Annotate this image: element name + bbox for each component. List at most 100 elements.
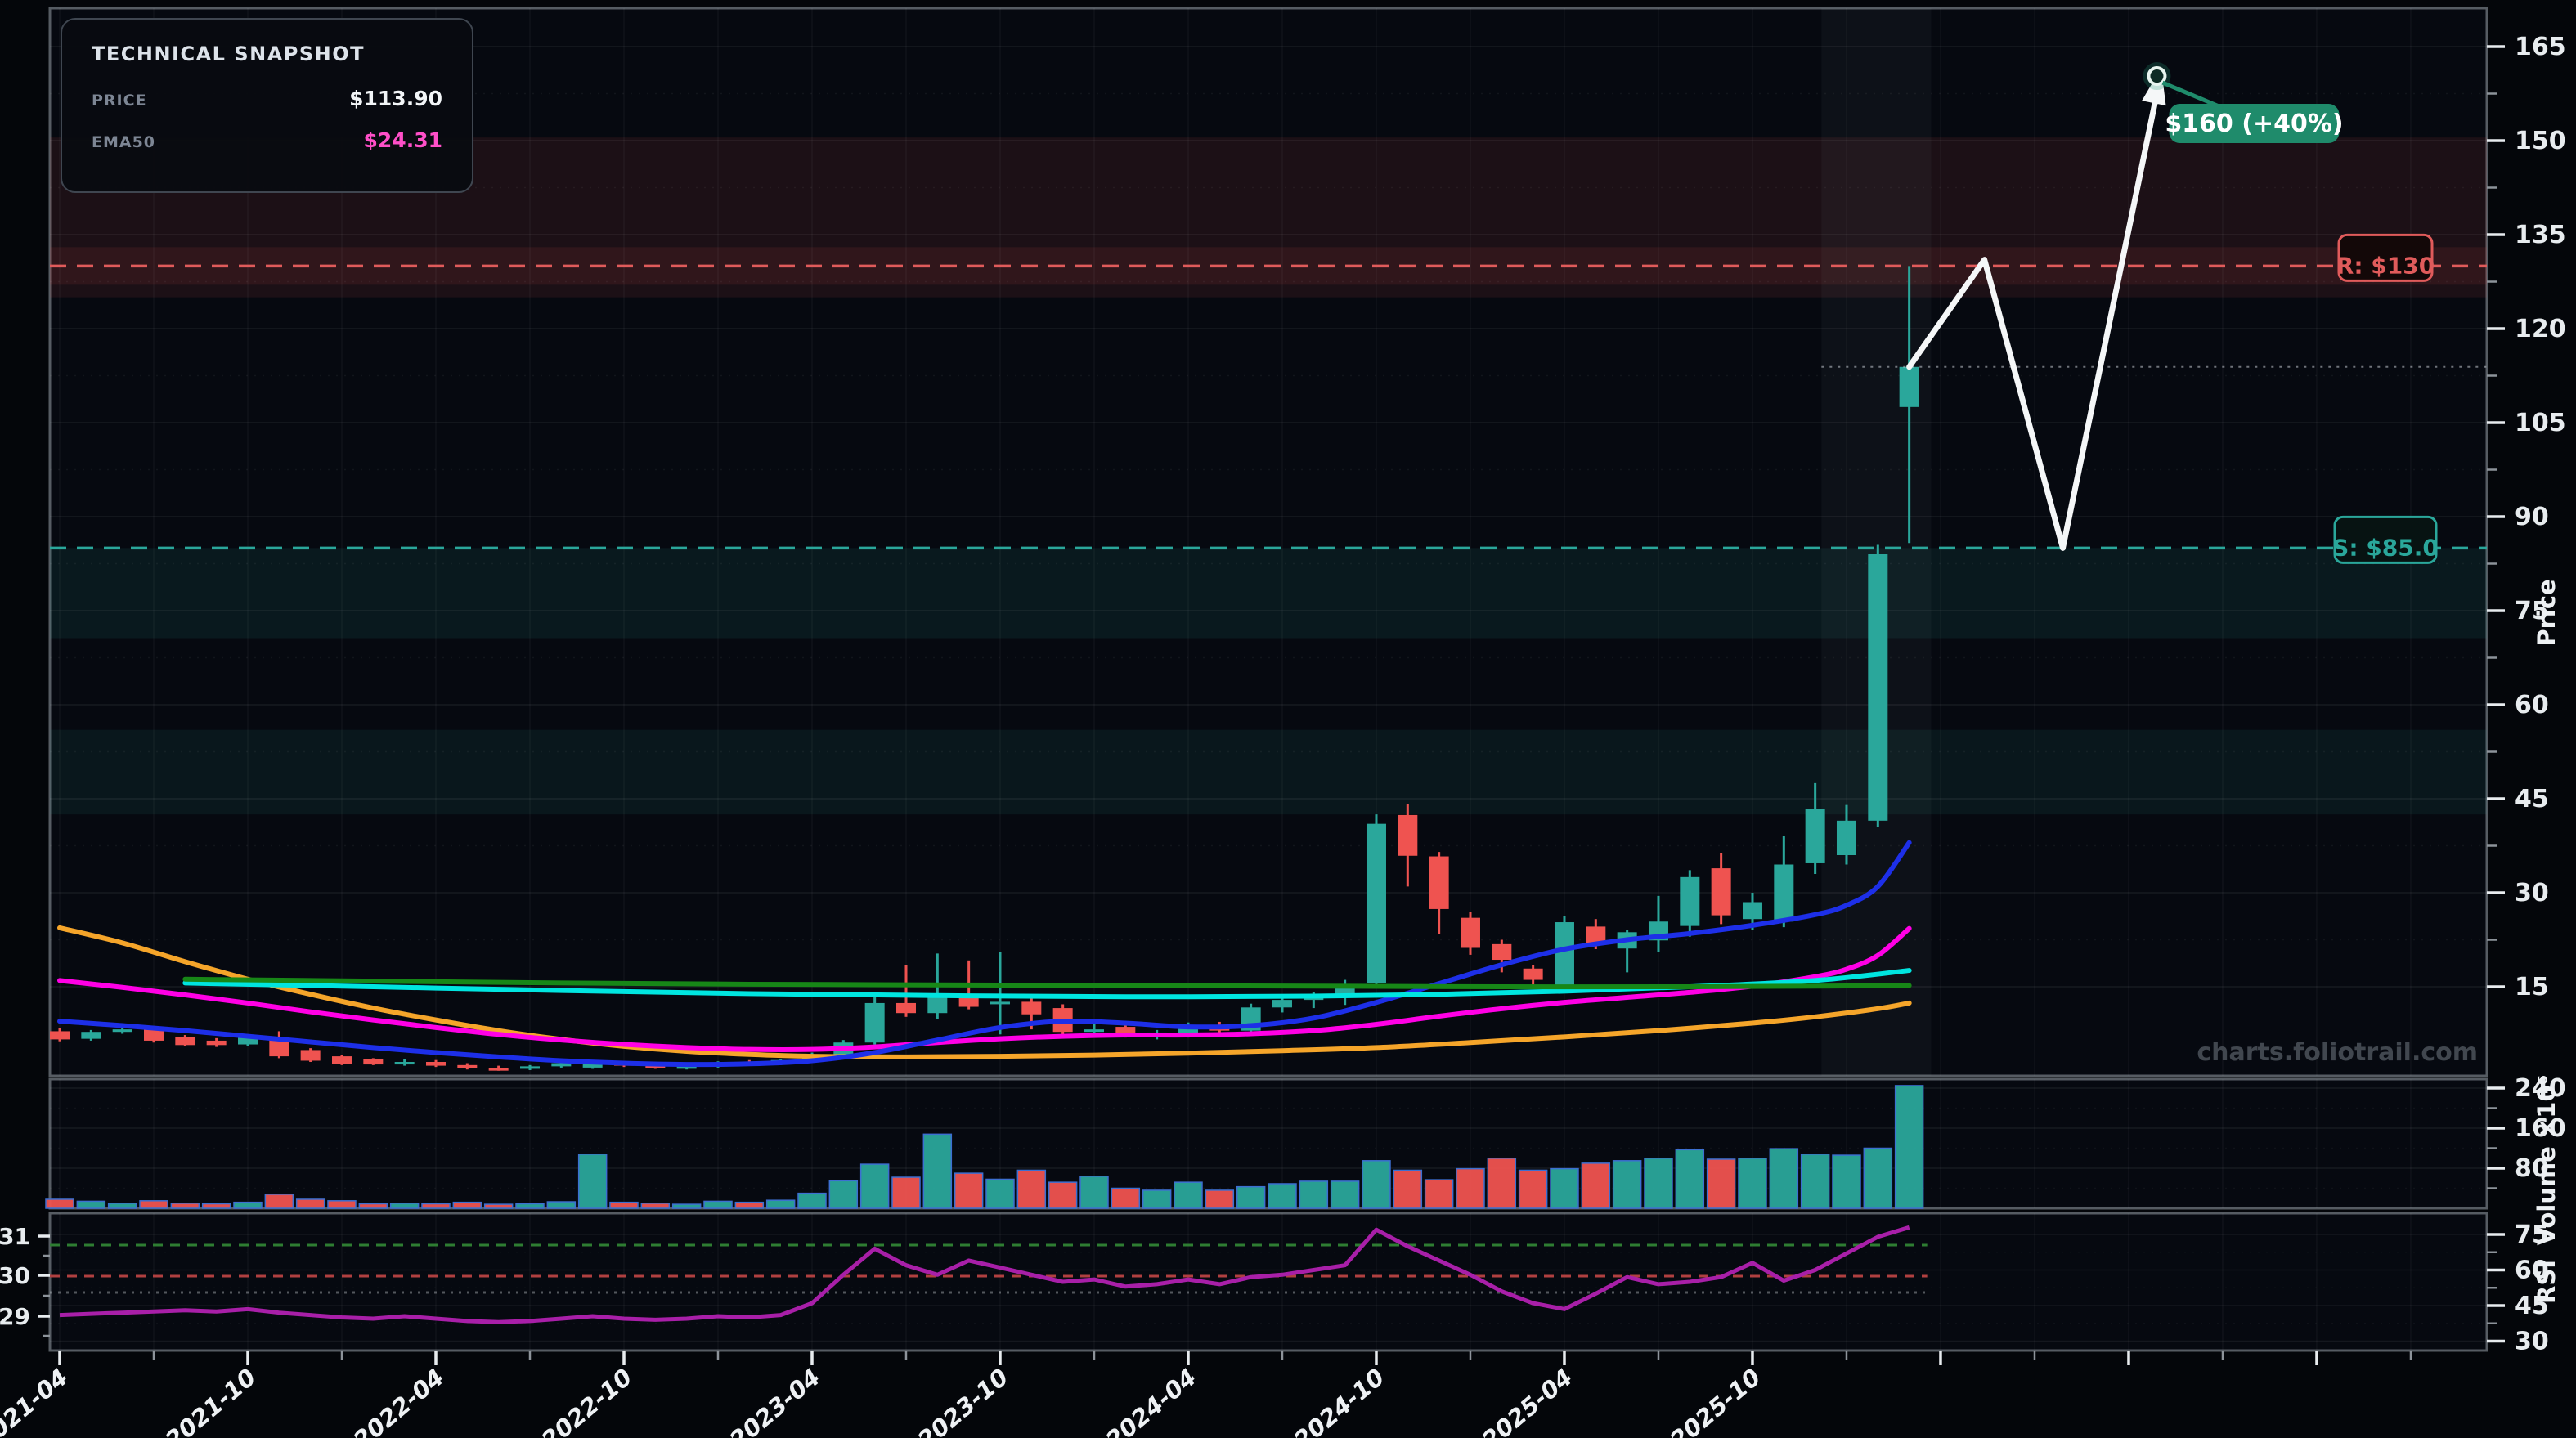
volume-bar <box>139 1200 168 1209</box>
volume-bar <box>546 1201 577 1209</box>
candle-body <box>331 1056 352 1064</box>
candle-body <box>1868 554 1888 821</box>
volume-bar <box>295 1198 325 1209</box>
volume-bar <box>828 1180 859 1209</box>
snapshot-ema50-value: $24.31 <box>363 128 442 152</box>
volume-tick-label: 80 <box>2515 1154 2549 1183</box>
candle-body <box>300 1050 321 1061</box>
candle-body <box>1398 814 1418 856</box>
volume-bar <box>1142 1189 1172 1209</box>
rsi-tick-label: 60 <box>2515 1257 2549 1285</box>
volume-bar <box>1800 1154 1830 1209</box>
volume-bar <box>1268 1183 1297 1209</box>
candle-body <box>175 1037 195 1046</box>
volume-bar <box>233 1201 263 1209</box>
volume-bar <box>45 1198 74 1209</box>
candle-body <box>864 1002 885 1043</box>
snapshot-ema50-row: EMA50 $24.31 <box>92 128 442 152</box>
volume-bar <box>891 1176 921 1209</box>
candle-body <box>1460 917 1480 948</box>
x-tick-label: 2023-04 <box>725 1363 826 1438</box>
candle-body <box>1774 864 1794 922</box>
resistance-label: R: $130 <box>2336 252 2435 279</box>
candle-body <box>1084 1029 1104 1033</box>
volume-bar <box>1675 1149 1705 1209</box>
volume-bar <box>954 1172 984 1209</box>
candle-body <box>237 1037 258 1045</box>
price-axis-title: Price <box>2533 579 2560 646</box>
candle-body <box>1711 868 1731 916</box>
volume-bar <box>922 1133 953 1209</box>
volume-bar <box>1769 1148 1799 1209</box>
target-marker <box>2147 66 2167 87</box>
volume-bar <box>1330 1180 1360 1209</box>
candle-body <box>1115 1027 1136 1036</box>
price-tick-label: 135 <box>2515 221 2566 249</box>
volume-bar <box>1518 1169 1548 1209</box>
candle-body <box>269 1037 289 1057</box>
candle-body <box>1836 820 1856 856</box>
volume-bar <box>389 1203 420 1209</box>
candle-body <box>645 1065 666 1068</box>
snapshot-price-value: $113.90 <box>349 87 442 110</box>
volume-bar <box>1016 1169 1047 1209</box>
volume-bar <box>1111 1187 1141 1209</box>
candle-body <box>112 1029 132 1033</box>
volume-axis-title: Volume ×10⁶ <box>2533 1075 2560 1246</box>
snapshot-price-row: PRICE $113.90 <box>92 87 442 110</box>
volume-bar <box>577 1154 608 1209</box>
volume-bar <box>170 1203 200 1209</box>
candle-body <box>488 1068 509 1071</box>
volume-bar <box>859 1163 890 1209</box>
volume-bar <box>1048 1181 1078 1209</box>
candle-body <box>895 1002 916 1014</box>
volume-bar <box>1362 1160 1391 1209</box>
candle-body <box>457 1064 478 1068</box>
price-tick-label: 60 <box>2515 691 2549 719</box>
candle-body <box>1366 823 1386 983</box>
price-tick-label: 45 <box>2515 785 2549 813</box>
volume-bar <box>1393 1169 1423 1209</box>
volume-tick-label: 160 <box>2515 1114 2566 1143</box>
ma-line-sma150 <box>182 976 1912 990</box>
x-tick-label: 2023-10 <box>913 1363 1014 1438</box>
x-tick-label: 2022-10 <box>536 1363 638 1438</box>
candle-body <box>676 1066 697 1069</box>
x-tick-label: 2024-04 <box>1101 1363 1202 1438</box>
candle-body <box>1178 1025 1198 1036</box>
x-tick-label: 2025-10 <box>1665 1363 1766 1438</box>
volume-bar <box>1205 1189 1235 1209</box>
volume-bar <box>483 1203 514 1209</box>
volume-bar <box>1424 1179 1454 1209</box>
support-label-box <box>2333 515 2438 564</box>
price-tick-label: 150 <box>2515 127 2566 155</box>
candle-body <box>1554 922 1574 988</box>
volume-bar <box>1456 1167 1485 1209</box>
price-pane-content: $160 (+40%) R: $130 S: $85.0 charts.foliotr… <box>45 8 2487 1351</box>
volume-bar <box>609 1201 639 1209</box>
volume-bar <box>1738 1158 1767 1209</box>
candle-body <box>1586 926 1606 943</box>
volume-bar <box>327 1200 357 1209</box>
x-tick-label: 2025-04 <box>1477 1363 1578 1438</box>
volume-bar <box>201 1203 231 1209</box>
rsi-left-tick-label: 30 <box>0 1262 30 1289</box>
volume-bar <box>452 1201 482 1209</box>
x-tick-label: 2021-10 <box>160 1363 262 1438</box>
price-tick-label: 105 <box>2515 409 2566 437</box>
price-zone <box>50 729 2487 815</box>
volume-bar <box>421 1203 451 1209</box>
price-tick-label: 120 <box>2515 315 2566 343</box>
candle-body <box>1680 876 1700 926</box>
candle-body <box>1742 902 1762 920</box>
snapshot-price-label: PRICE <box>92 92 147 110</box>
resistance-label-box <box>2337 233 2434 282</box>
candle-body <box>990 1001 1010 1005</box>
candle-body <box>1272 1000 1292 1008</box>
candle-body <box>425 1062 446 1066</box>
volume-bar <box>1612 1160 1642 1209</box>
price-tick-label: 30 <box>2515 879 2549 907</box>
price-tick-label: 165 <box>2515 33 2566 61</box>
